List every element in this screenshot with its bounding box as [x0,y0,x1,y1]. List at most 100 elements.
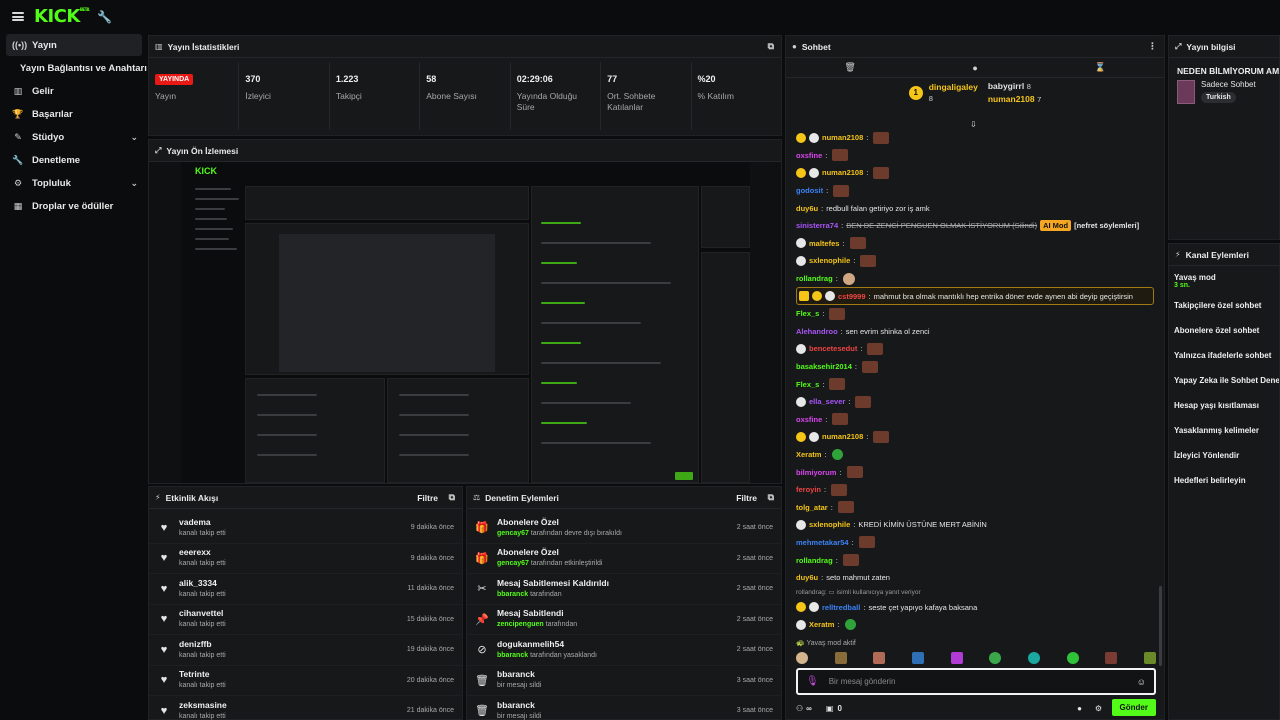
emote-icon[interactable] [796,652,808,664]
chat-username[interactable]: bencetesedut [809,344,858,354]
chat-username[interactable]: Alehandroo [796,326,838,336]
list-item[interactable]: ♥ cihanvettel kanalı takip etti 15 dakika ö… [149,605,462,635]
mod-actor[interactable]: gencay67 [497,560,529,568]
chat-username[interactable]: Flex_s [796,379,820,389]
popout-icon[interactable]: ⧉ [448,492,455,502]
list-item[interactable]: ♥ alik_3334 kanalı takip etti 11 dakika önc… [149,574,462,605]
chat-username[interactable]: sinisterra74 [796,221,839,231]
filter-button[interactable]: Filtre [417,492,438,503]
action-ai-moderation[interactable]: Yapay Zeka ile Sohbet Denetimi [1169,368,1279,393]
sidebar-item-achievements[interactable]: 🏆 Başarılar [6,103,142,125]
trash-icon[interactable]: 🗑 [844,62,856,72]
chat-bubble-icon[interactable]: ● [1077,703,1082,713]
chat-username[interactable]: duy6u [796,203,819,213]
chat-username[interactable]: cst9999 [838,291,866,301]
action-slow-mode[interactable]: Yavaş mod 3 sn. [1169,268,1279,293]
leader-name[interactable]: dingaligaley [928,82,978,92]
emote-icon[interactable] [1066,652,1079,664]
chat-username[interactable]: Flex_s [796,309,820,319]
action-subscribers-only[interactable]: Abonelere özel sohbet [1169,318,1279,343]
scroll-down-icon[interactable]: ⇩ [970,120,977,129]
sidebar-item-moderation[interactable]: 🔧 Denetleme [6,149,142,171]
subscribers-icon[interactable]: ▣ [825,703,834,713]
emote-icon[interactable] [989,652,1002,664]
mod-actor[interactable]: zencipenguen [497,621,544,629]
users-icon[interactable]: ⚇ [796,703,804,713]
chat-username[interactable]: Xeratm [809,620,835,630]
action-followers-only[interactable]: Takipçilere özel sohbet [1169,293,1279,318]
list-item[interactable]: ♥ eeerexx kanalı takip etti 9 dakika önce [149,544,462,574]
filter-button[interactable]: Filtre [736,492,757,503]
mod-actor[interactable]: gencay67 [497,529,529,537]
list-item[interactable]: ⊘ dogukanmelih54 bbaranck tarafından yasak… [467,635,781,666]
list-item[interactable]: 🗑 bbaranck bir mesajı sildi 3 saat önce [467,666,781,696]
chat-username[interactable]: duy6u [796,573,819,583]
chat-username[interactable]: relltredball [822,602,861,612]
stream-title[interactable]: NEDEN BİLMİYORUM AMA [1177,66,1279,76]
chat-username[interactable]: ella_sever [809,397,846,407]
leader-name[interactable]: numan2108 [987,94,1035,104]
menu-icon[interactable] [12,12,24,21]
chat-username[interactable]: oxsfine [796,414,823,424]
sidebar-item-revenue[interactable]: ▥ Gelir [6,80,142,102]
stream-video[interactable]: KICK [149,162,781,483]
chat-input-box[interactable]: 🎙 ☺ [796,668,1156,695]
mod-actor[interactable]: bbaranck [497,651,529,659]
emote-icon[interactable] [1143,652,1156,664]
list-item[interactable]: ♥ vadema kanalı takip etti 9 dakika önce [149,513,462,544]
list-item[interactable]: 🎁 Abonelere Özel gencay67 tarafından etkin… [467,544,781,574]
sidebar-item-drops[interactable]: ▦ Droplar ve ödüller [6,195,142,217]
chat-bubble-icon[interactable]: ● [972,62,978,73]
send-button[interactable]: Gönder [1111,699,1156,716]
action-banned-words[interactable]: Yasaklanmış kelimeler [1169,418,1279,443]
chat-username[interactable]: maltefes [809,238,840,248]
chat-username[interactable]: Xeratm [796,449,822,459]
action-account-age[interactable]: Hesap yaşı kısıtlaması [1169,393,1279,418]
dashboard-wrench-icon[interactable]: 🔧 [97,9,113,24]
stream-category[interactable]: Sadece Sohbet [1201,80,1256,89]
sidebar-item-stream-key[interactable]: Yayın Bağlantısı ve Anahtarı [20,57,148,79]
sidebar-item-studio[interactable]: ✎ Stüdyo ⌄ [6,126,142,148]
chat-username[interactable]: oxsfine [796,150,823,160]
chat-username[interactable]: godosit [796,186,824,196]
leader-name[interactable]: babygirrl [987,81,1025,91]
emote-icon[interactable] [950,652,963,664]
list-item[interactable]: 🗑 bbaranck bir mesajı sildi 3 saat önce [467,696,781,720]
sidebar-item-community[interactable]: ⚙ Topluluk ⌄ [6,172,142,194]
chat-username[interactable]: rollandrag [796,274,833,284]
chat-username[interactable]: bilmiyorum [796,467,837,477]
chat-username[interactable]: feroyin [796,485,822,495]
chat-username[interactable]: numan2108 [822,168,864,178]
chat-username[interactable]: rollandrag [796,555,833,565]
emote-icon[interactable] [834,652,847,664]
more-options-icon[interactable]: ⋮ [1148,41,1157,51]
chevron-down-icon[interactable]: ⌄ [130,177,138,188]
microphone-icon[interactable]: 🎙 [806,676,819,687]
chat-username[interactable]: sxlenophile [809,520,851,530]
gear-icon[interactable]: ⚙ [1094,703,1102,713]
action-host-viewers[interactable]: İzleyici Yönlendir [1169,443,1279,468]
sidebar-item-stream[interactable]: ((•)) Yayın [6,34,142,56]
emote-icon[interactable] [1027,652,1040,664]
emoji-icon[interactable]: ☺ [1136,676,1146,687]
kick-logo[interactable]: KICKBETA [34,7,90,26]
action-set-goals[interactable]: Hedefleri belirleyin [1169,468,1279,493]
chevron-down-icon[interactable]: ⌄ [130,131,138,142]
list-item[interactable]: ♥ Tetrinte kanalı takip etti 20 dakika önce [149,666,462,696]
chat-username[interactable]: mehmetakar54 [796,537,849,547]
list-item[interactable]: ♥ zeksmasine kanalı takip etti 21 dakika ön… [149,696,462,720]
emote-icon[interactable] [1105,652,1118,664]
emote-icon[interactable] [911,652,924,664]
popout-icon[interactable]: ⧉ [767,492,774,502]
chat-scrollbar[interactable] [1159,586,1162,666]
chat-message-input[interactable] [828,677,1137,686]
chat-username[interactable]: tolg_atar [796,502,828,512]
list-item[interactable]: 🎁 Abonelere Özel gencay67 tarafından devre… [467,513,781,544]
hourglass-icon[interactable]: ⌛ [1094,62,1106,72]
emote-icon[interactable] [873,652,886,664]
action-emote-only[interactable]: Yalnızca ifadelerle sohbet [1169,343,1279,368]
list-item[interactable]: ✂ Mesaj Sabitlemesi Kaldırıldı bbaranck ta… [467,574,781,605]
chat-username[interactable]: numan2108 [822,432,864,442]
list-item[interactable]: 📌 Mesaj Sabitlendi zencipenguen tarafından… [467,605,781,635]
chat-username[interactable]: basaksehir2014 [796,362,852,372]
